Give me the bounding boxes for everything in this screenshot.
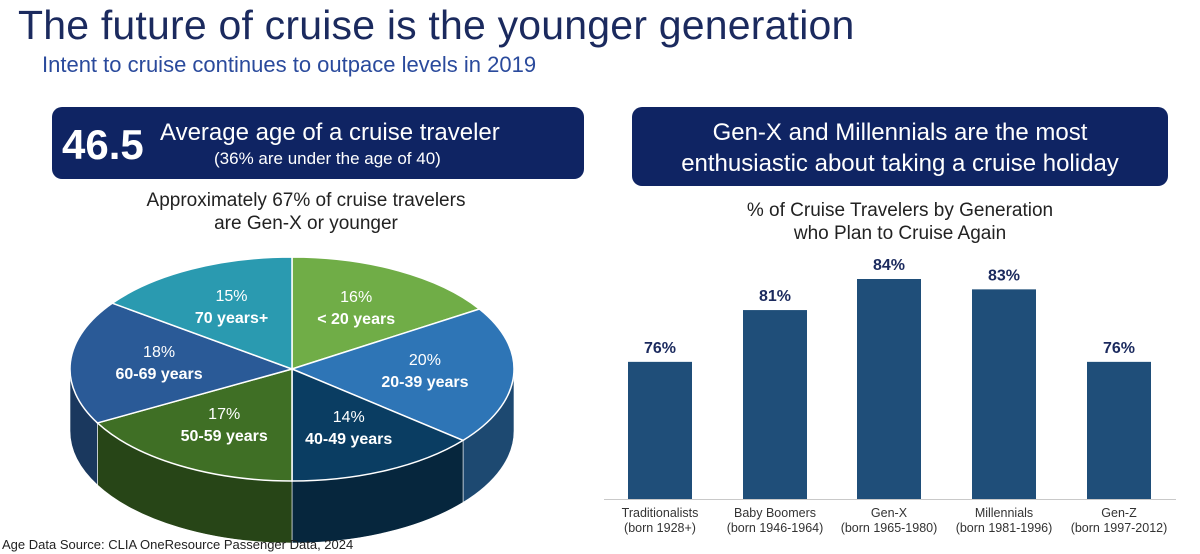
average-age-label: Average age of a cruise traveler: [160, 119, 500, 146]
average-age-number: 46.5: [62, 121, 144, 168]
bar-category-label-3: Millennials: [975, 506, 1033, 520]
page-title: The future of cruise is the younger gene…: [18, 2, 855, 48]
page-subtitle: Intent to cruise continues to outpace le…: [42, 52, 537, 77]
pie-percent-label-0: 16%: [340, 289, 372, 306]
bar-caption-line-1: % of Cruise Travelers by Generation: [746, 200, 1054, 221]
bar-category-sublabel-2: (born 1965-1980): [841, 521, 938, 535]
bar-caption-line-2: who Plan to Cruise Again: [793, 223, 1007, 244]
pie-category-label-1: 20-39 years: [381, 374, 468, 391]
generation-banner-line-2: enthusiastic about taking a cruise holid…: [681, 150, 1119, 177]
bar-category-label-1: Baby Boomers: [734, 506, 816, 520]
pie-percent-label-2: 14%: [333, 409, 365, 426]
pie-slice-2: [291, 367, 465, 482]
pie-category-label-5: 70 years+: [195, 310, 268, 327]
pie-slice-0: [291, 256, 482, 371]
pie-category-label-0: < 20 years: [317, 311, 395, 328]
bar-value-label-2: 84%: [873, 257, 905, 274]
bar-4: [1087, 361, 1151, 499]
bar-category-label-2: Gen-X: [871, 506, 908, 520]
pie-category-label-2: 40-49 years: [305, 431, 392, 448]
bar-3: [972, 289, 1036, 499]
pie-percent-label-1: 20%: [409, 352, 441, 369]
pie-slice-3: [95, 368, 293, 482]
pie-category-label-4: 60-69 years: [115, 366, 202, 383]
bar-category-label-4: Gen-Z: [1101, 506, 1137, 520]
bar-2: [857, 279, 921, 499]
pie-category-label-3: 50-59 years: [181, 428, 268, 445]
generation-banner: Gen-X and Millennials are the most enthu…: [632, 107, 1168, 186]
bar-category-label-0: Traditionalists: [622, 506, 699, 520]
pie-percent-label-4: 18%: [143, 344, 175, 361]
generation-banner-line-1: Gen-X and Millennials are the most: [712, 119, 1088, 146]
pie-caption-line-1: Approximately 67% of cruise travelers: [146, 190, 466, 211]
average-age-banner: 46.5 Average age of a cruise traveler (3…: [52, 107, 584, 179]
bar-category-sublabel-3: (born 1981-1996): [956, 521, 1053, 535]
under-40-note: (36% are under the age of 40): [214, 149, 441, 168]
bar-value-label-0: 76%: [644, 340, 676, 357]
pie-percent-label-3: 17%: [208, 406, 240, 423]
data-source-note: Age Data Source: CLIA OneResource Passen…: [2, 537, 354, 552]
bar-1: [743, 310, 807, 499]
pie-slice-5: [110, 256, 293, 371]
bar-category-sublabel-1: (born 1946-1964): [727, 521, 824, 535]
bar-value-label-1: 81%: [759, 288, 791, 305]
bar-category-sublabel-4: (born 1997-2012): [1071, 521, 1168, 535]
bar-category-sublabel-0: (born 1928+): [624, 521, 696, 535]
pie-percent-label-5: 15%: [216, 288, 248, 305]
pie-caption-line-2: are Gen-X or younger: [214, 213, 398, 234]
pie-slice-1: [289, 308, 515, 442]
bar-value-label-3: 83%: [988, 267, 1020, 284]
bar-value-label-4: 76%: [1103, 340, 1135, 357]
pie-slice-4: [69, 302, 295, 424]
bar-0: [628, 361, 692, 499]
